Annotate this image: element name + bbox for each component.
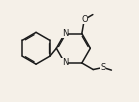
Text: O: O (81, 15, 88, 24)
Text: N: N (62, 29, 68, 38)
Text: N: N (62, 58, 68, 68)
Text: S: S (100, 63, 106, 72)
